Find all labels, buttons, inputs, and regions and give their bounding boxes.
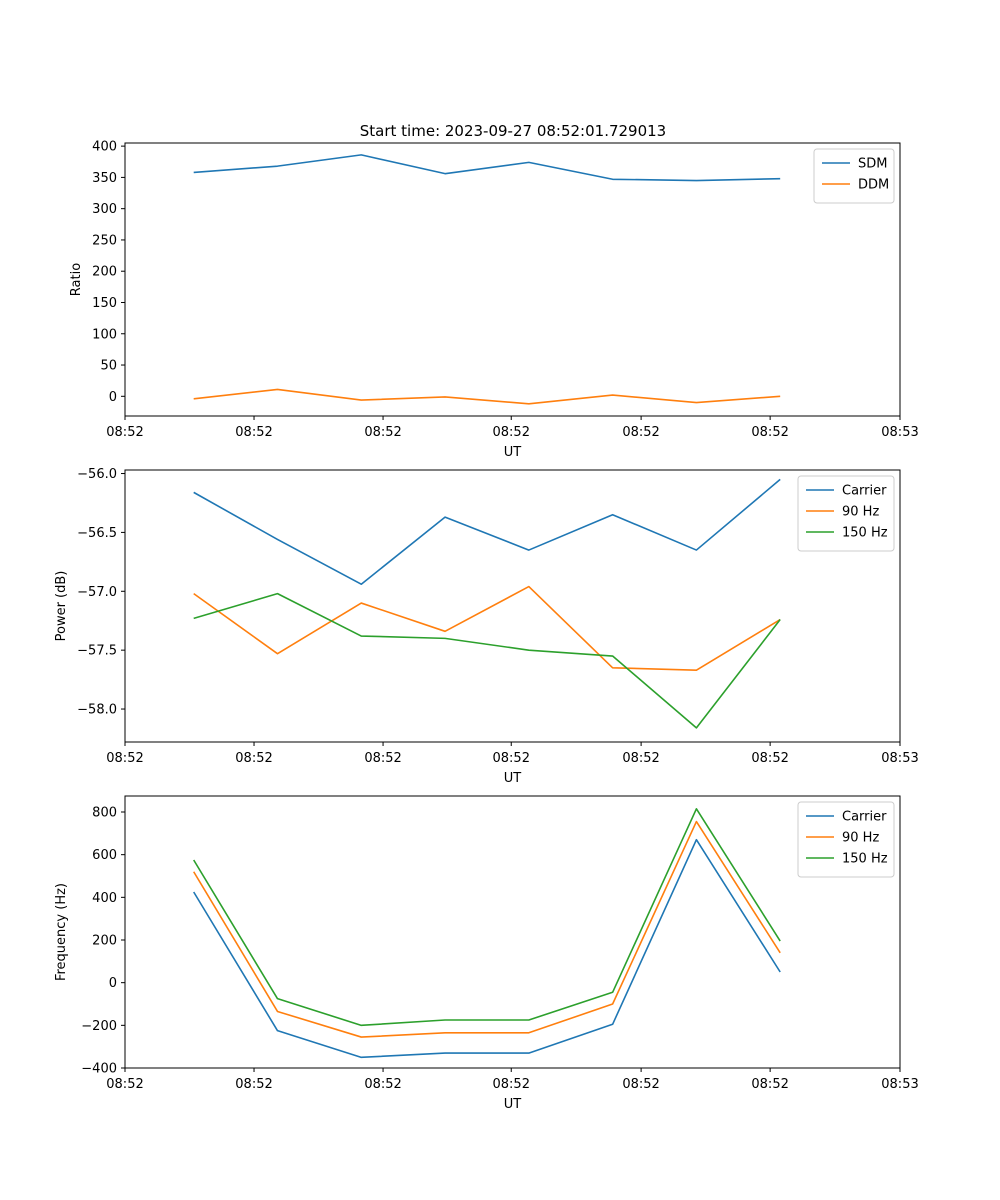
ratio-x-tick-label: 08:52 (493, 425, 530, 440)
frequency-x-tick-label: 08:52 (493, 1077, 530, 1092)
ratio-y-tick-label: 100 (92, 327, 117, 342)
ratio-series-sdm-line (193, 154, 781, 182)
power-legend-label-90-hz: 90 Hz (842, 505, 879, 520)
power-panel: 08:52 08:52 08:52 08:52 08:52 08:52 08:53 −58.0… (54, 467, 919, 786)
frequency-legend-label-carrier: Carrier (842, 810, 887, 825)
frequency-series-carrier-line (193, 838, 781, 1059)
frequency-y-tick-label: 600 (92, 848, 117, 863)
power-legend-label-150-hz: 150 Hz (842, 526, 888, 541)
frequency-x-tick-label: 08:52 (106, 1077, 143, 1092)
power-x-tick-label: 08:52 (493, 751, 530, 766)
ratio-panel: 08:52 08:52 08:52 08:52 08:52 08:52 08:53 0 50 10… (69, 140, 919, 460)
frequency-x-tick-label: 08:52 (622, 1077, 659, 1092)
ratio-y-tick-label: 250 (92, 233, 117, 248)
ratio-series-ddm-line (193, 388, 781, 405)
frequency-series-90-hz-line (193, 820, 781, 1038)
power-y-tick-label: −58.0 (77, 703, 117, 718)
ratio-x-tick-label: 08:52 (622, 425, 659, 440)
power-x-axis-label: UT (504, 771, 522, 786)
frequency-x-tick-label: 08:52 (364, 1077, 401, 1092)
ratio-legend-label-ddm: DDM (858, 178, 889, 193)
ratio-y-axis-label: Ratio (69, 263, 84, 296)
ratio-x-axis-label: UT (504, 445, 522, 460)
power-legend-label-carrier: Carrier (842, 484, 887, 499)
power-x-tick-label: 08:52 (235, 751, 272, 766)
frequency-y-tick-label: 800 (92, 806, 117, 821)
ratio-y-tick-label: 50 (100, 359, 117, 374)
ratio-x-tick-label: 08:52 (751, 425, 788, 440)
ratio-y-tick-label: 150 (92, 296, 117, 311)
power-x-tick-label: 08:53 (881, 751, 918, 766)
power-series-carrier-line (193, 478, 781, 586)
power-x-tick-label: 08:52 (106, 751, 143, 766)
ratio-legend-label-sdm: SDM (858, 157, 887, 172)
ratio-x-tick-label: 08:52 (235, 425, 272, 440)
power-y-tick-label: −57.5 (77, 644, 117, 659)
ratio-y-tick-label: 200 (92, 265, 117, 280)
power-y-axis-label: Power (dB) (54, 571, 69, 642)
power-axes-frame (124, 469, 901, 743)
frequency-panel: 08:52 08:52 08:52 08:52 08:52 08:52 08:53 −400 −… (54, 795, 919, 1112)
power-y-tick-label: −56.0 (77, 467, 117, 482)
power-y-tick-label: −56.5 (77, 526, 117, 541)
figure-title: Start time: 2023-09-27 08:52:01.729013 (360, 122, 666, 140)
power-x-tick-label: 08:52 (751, 751, 788, 766)
ratio-x-tick-label: 08:53 (881, 425, 918, 440)
frequency-x-tick-label: 08:52 (235, 1077, 272, 1092)
frequency-y-tick-label: −400 (81, 1062, 117, 1077)
ratio-x-tick-label: 08:52 (364, 425, 401, 440)
frequency-y-tick-label: −200 (81, 1019, 117, 1034)
frequency-y-tick-label: 200 (92, 934, 117, 949)
power-x-tick-label: 08:52 (364, 751, 401, 766)
ratio-y-tick-label: 350 (92, 171, 117, 186)
frequency-axes-frame (124, 795, 901, 1069)
frequency-legend-label-90-hz: 90 Hz (842, 831, 879, 846)
frequency-x-axis-label: UT (504, 1097, 522, 1112)
ratio-y-tick-label: 400 (92, 140, 117, 155)
ratio-x-tick-label: 08:52 (106, 425, 143, 440)
frequency-x-tick-label: 08:53 (881, 1077, 918, 1092)
frequency-series-150-hz-line (193, 807, 781, 1027)
ratio-y-tick-label: 0 (109, 390, 117, 405)
power-x-tick-label: 08:52 (622, 751, 659, 766)
frequency-legend-label-150-hz: 150 Hz (842, 852, 888, 867)
power-series-150-hz-line (193, 592, 781, 729)
power-series-90-hz-line (193, 585, 781, 671)
frequency-y-axis-label: Frequency (Hz) (54, 883, 69, 981)
ratio-y-tick-label: 300 (92, 202, 117, 217)
frequency-x-tick-label: 08:52 (751, 1077, 788, 1092)
frequency-y-tick-label: 400 (92, 891, 117, 906)
power-y-tick-label: −57.0 (77, 585, 117, 600)
frequency-y-tick-label: 0 (109, 976, 117, 991)
ratio-axes-frame (124, 142, 901, 417)
